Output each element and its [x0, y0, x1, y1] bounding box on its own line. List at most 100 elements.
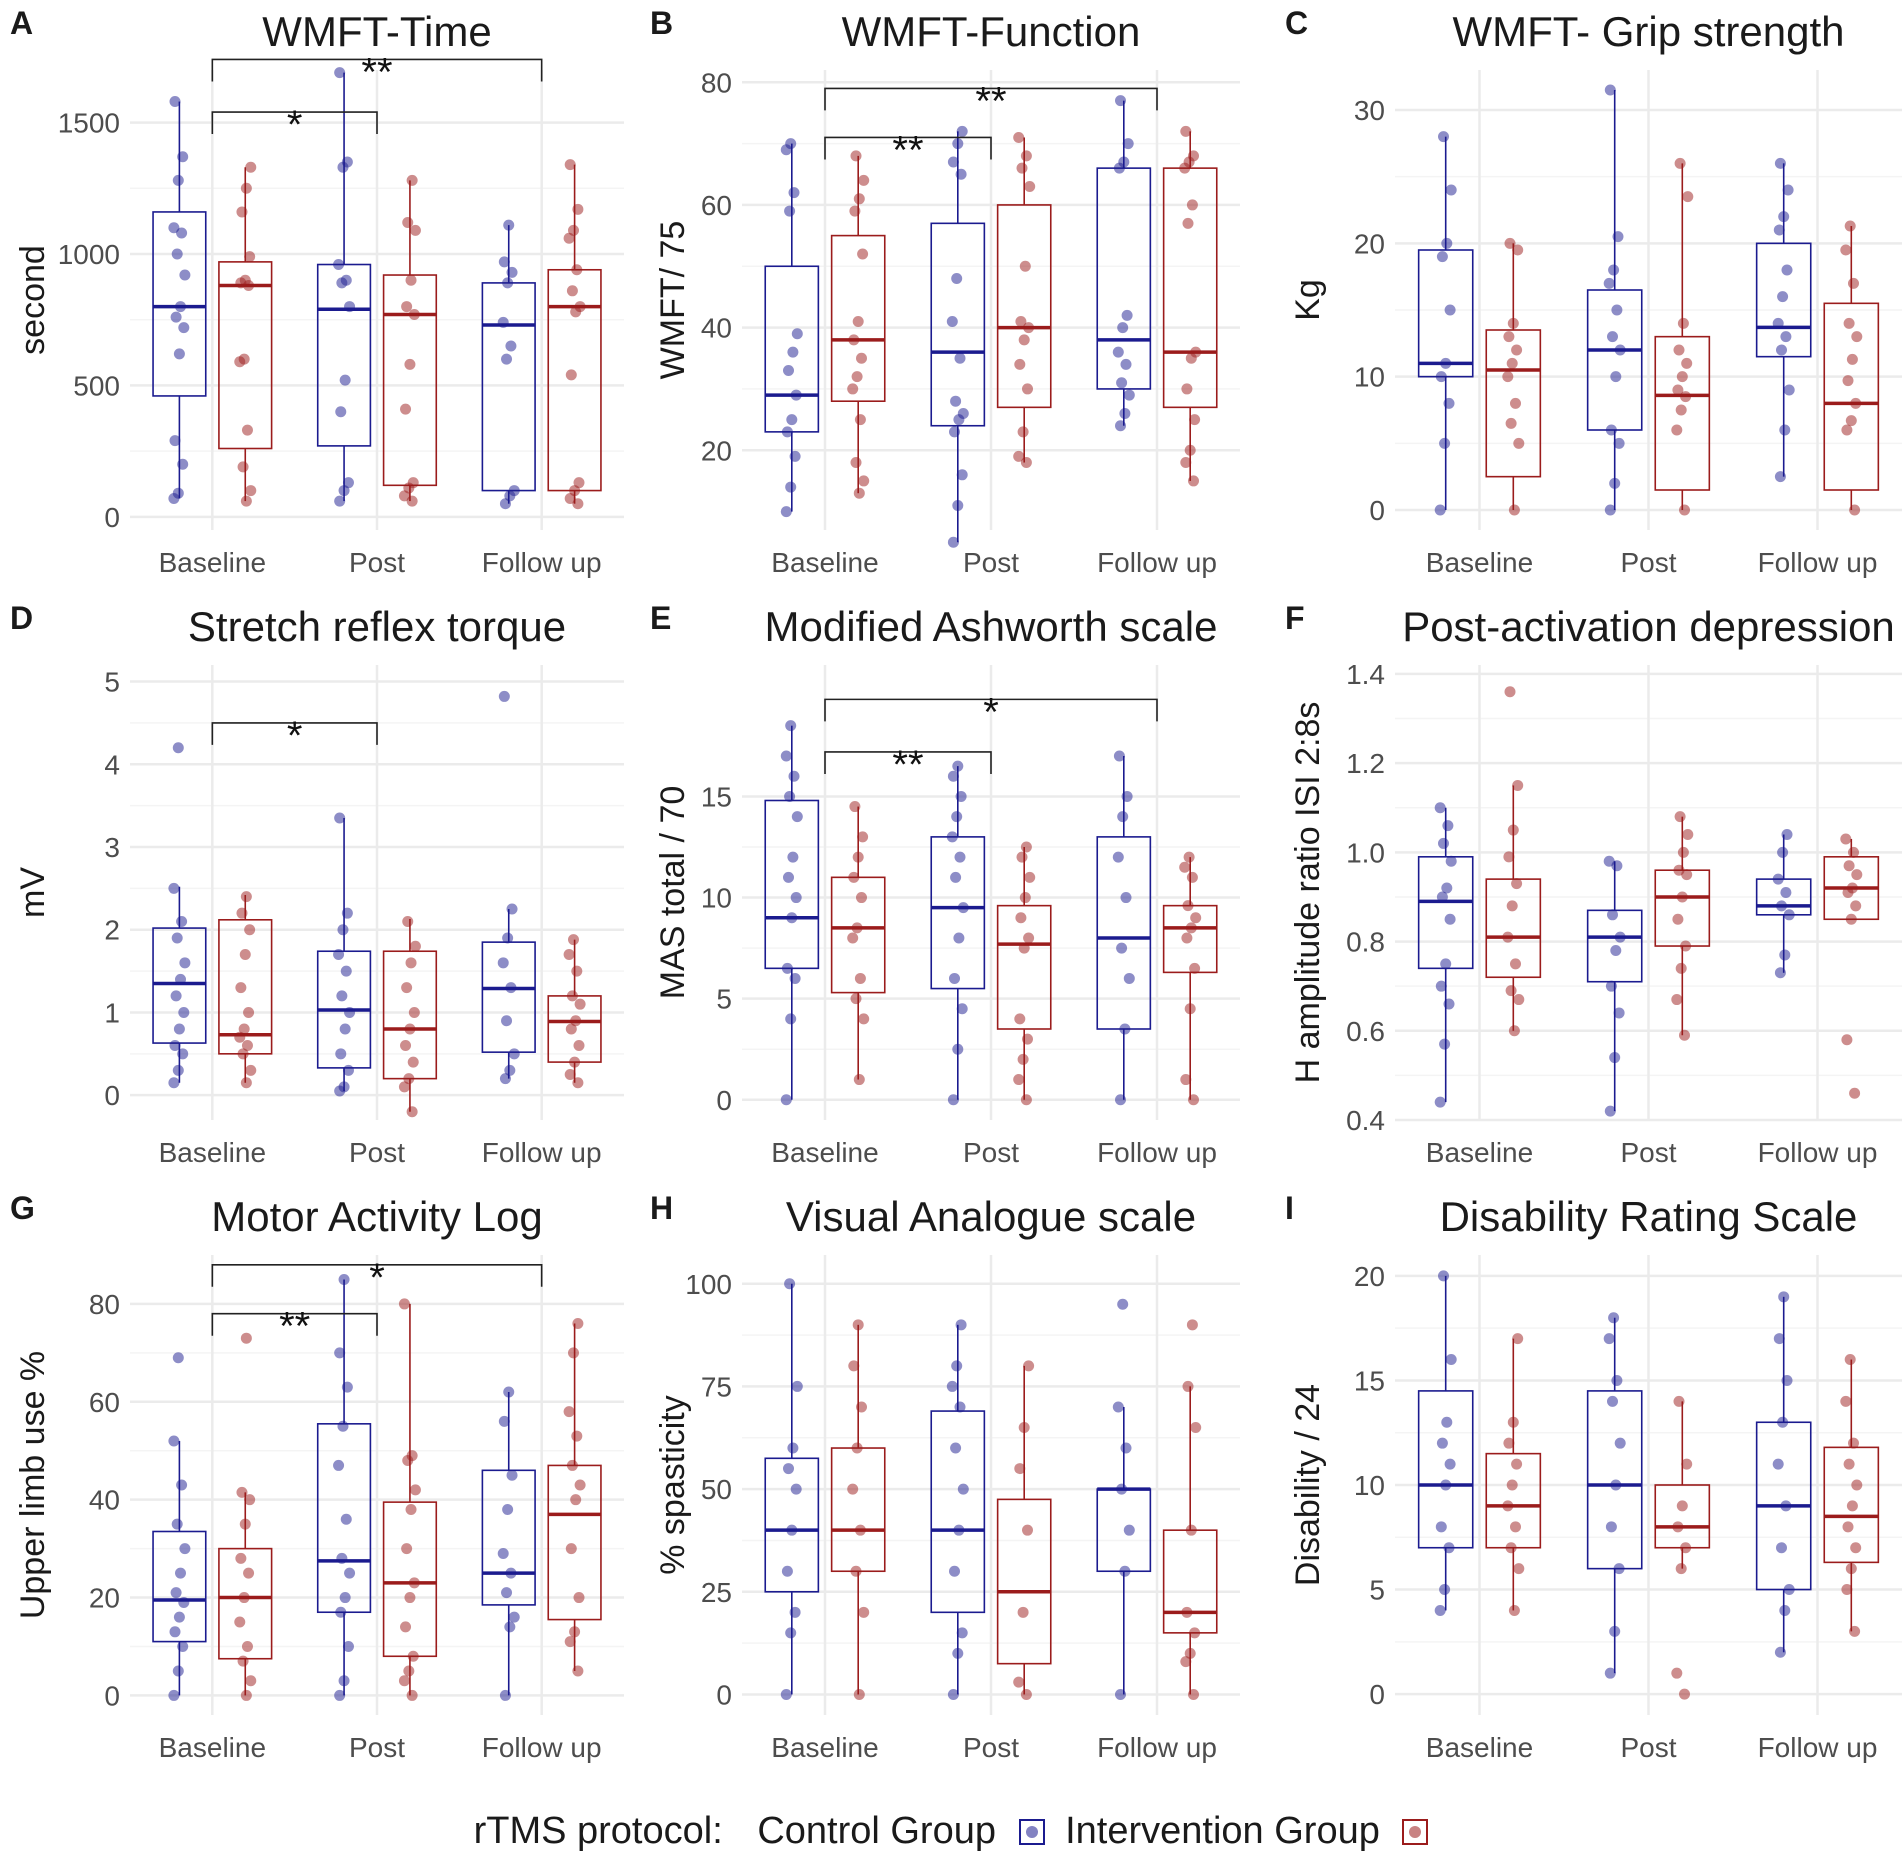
- data-point: [1609, 1052, 1621, 1064]
- data-point: [338, 1675, 350, 1687]
- box-body: [1485, 878, 1542, 979]
- significance-label: **: [975, 79, 1006, 123]
- data-point: [954, 352, 966, 364]
- data-point: [1843, 1458, 1855, 1470]
- data-point: [789, 1606, 801, 1618]
- data-point: [170, 1587, 182, 1599]
- legend-title: rTMS protocol:: [473, 1810, 723, 1852]
- data-point: [1116, 377, 1128, 389]
- data-point: [1180, 1074, 1192, 1086]
- data-point: [956, 125, 968, 137]
- box-body: [152, 211, 207, 397]
- data-point: [1607, 331, 1618, 343]
- data-point: [1112, 851, 1124, 863]
- data-point: [1840, 244, 1852, 256]
- data-point: [1605, 424, 1617, 436]
- data-point: [168, 1077, 180, 1089]
- data-point: [1850, 1542, 1862, 1554]
- data-point: [1672, 1521, 1684, 1533]
- data-point: [1772, 1458, 1784, 1470]
- data-point: [498, 256, 510, 268]
- data-point: [1842, 1521, 1854, 1533]
- data-point: [1441, 237, 1453, 249]
- legend-entry-control[interactable]: Control Group: [757, 1810, 1055, 1852]
- data-point: [1112, 1401, 1124, 1413]
- data-point: [957, 407, 969, 419]
- box-body: [1755, 242, 1812, 358]
- data-point: [1123, 1524, 1135, 1536]
- y-tick-label: 3: [104, 832, 120, 863]
- data-point: [1123, 972, 1135, 984]
- data-point: [1020, 457, 1032, 469]
- data-point: [1180, 1656, 1192, 1668]
- data-point: [344, 1006, 356, 1018]
- data-point: [1017, 1606, 1029, 1618]
- data-point: [949, 426, 960, 438]
- box-body: [996, 204, 1052, 409]
- data-point: [401, 1543, 413, 1555]
- data-point: [176, 1479, 188, 1491]
- box-body: [1654, 1484, 1711, 1549]
- data-point: [402, 915, 414, 927]
- data-point: [1844, 1354, 1856, 1366]
- data-point: [1513, 437, 1525, 449]
- x-tick-label: Post: [1620, 1137, 1676, 1168]
- data-point: [240, 182, 252, 194]
- y-tick-label: 0: [104, 1080, 120, 1111]
- x-tick-label: Baseline: [1426, 1732, 1533, 1763]
- data-point: [1019, 260, 1031, 272]
- y-tick-label: 60: [89, 1387, 120, 1418]
- data-point: [1848, 277, 1859, 289]
- data-point: [572, 203, 584, 215]
- data-point: [341, 156, 353, 168]
- panel-letter: I: [1285, 1190, 1294, 1226]
- data-point: [400, 403, 412, 415]
- data-point: [1120, 358, 1132, 370]
- data-point: [1502, 1500, 1514, 1512]
- data-point: [1778, 211, 1790, 223]
- data-point: [852, 851, 864, 863]
- data-point: [1024, 181, 1036, 193]
- data-point: [405, 274, 417, 286]
- data-point: [856, 892, 867, 904]
- x-tick-label: Post: [963, 1137, 1019, 1168]
- data-point: [1845, 415, 1857, 427]
- x-tick-label: Baseline: [1426, 547, 1533, 578]
- data-point: [1610, 371, 1622, 383]
- panel-letter: C: [1285, 5, 1308, 41]
- data-point: [957, 1483, 969, 1495]
- data-point: [1783, 909, 1795, 921]
- data-point: [1181, 932, 1193, 944]
- data-point: [956, 1627, 968, 1639]
- data-point: [947, 536, 959, 548]
- data-point: [1846, 882, 1858, 894]
- data-point: [1671, 1667, 1683, 1679]
- data-point: [1674, 157, 1686, 169]
- y-tick-label: 0.8: [1346, 927, 1385, 958]
- data-point: [854, 414, 866, 426]
- data-point: [338, 1081, 350, 1093]
- legend-entry-intervention[interactable]: Intervention Group: [1065, 1810, 1429, 1852]
- panel-title: Stretch reflex torque: [188, 603, 566, 650]
- data-point: [1782, 184, 1794, 196]
- data-point: [957, 902, 969, 914]
- data-point: [1777, 846, 1789, 858]
- data-point: [1783, 384, 1795, 396]
- data-point: [1506, 900, 1518, 912]
- data-point: [241, 1640, 253, 1652]
- data-point: [401, 301, 413, 313]
- y-tick-label: 0.6: [1346, 1016, 1385, 1047]
- panel-a: 0 500 1000 1500 Baseline Post Follow up WMFT-Ti…: [10, 5, 624, 578]
- data-point: [505, 1567, 517, 1579]
- data-point: [850, 993, 862, 1005]
- data-point: [498, 690, 510, 702]
- box-body: [1654, 869, 1711, 947]
- data-point: [1186, 1319, 1198, 1331]
- data-point: [1116, 942, 1128, 954]
- box-body: [996, 1498, 1052, 1665]
- y-tick-label: 30: [1354, 95, 1385, 126]
- data-point: [1122, 138, 1134, 150]
- data-point: [952, 138, 964, 150]
- data-point: [1781, 264, 1793, 276]
- data-point: [955, 168, 967, 180]
